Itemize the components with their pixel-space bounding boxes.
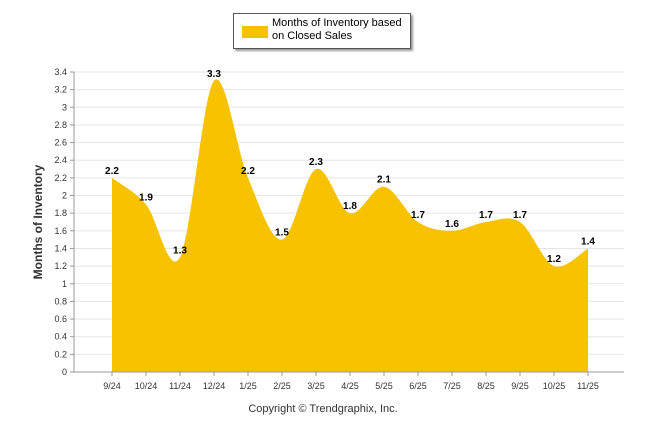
- y-tick-label: 1.4: [54, 243, 67, 253]
- x-tick-label: 9/24: [103, 381, 121, 391]
- data-label: 1.7: [479, 210, 493, 221]
- x-tick-label: 4/25: [341, 381, 359, 391]
- x-tick-label: 5/25: [375, 381, 393, 391]
- x-tick-label: 7/25: [443, 381, 461, 391]
- y-tick-label: 0: [62, 367, 67, 377]
- data-label: 2.1: [377, 175, 391, 186]
- data-label: 1.8: [343, 201, 357, 212]
- y-tick-label: 2: [62, 191, 67, 201]
- data-label: 3.3: [207, 69, 221, 80]
- y-tick-label: 1.6: [54, 226, 67, 236]
- y-tick-label: 1.8: [54, 208, 67, 218]
- data-label: 1.5: [275, 228, 289, 239]
- data-label: 2.2: [241, 166, 255, 177]
- y-tick-label: 0.6: [54, 314, 67, 324]
- inventory-area: [112, 79, 588, 372]
- data-label: 1.2: [547, 254, 561, 265]
- x-tick-label: 9/25: [511, 381, 529, 391]
- x-tick-label: 2/25: [273, 381, 291, 391]
- y-tick-label: 0.4: [54, 332, 67, 342]
- legend-label: Months of Inventory based on Closed Sale…: [272, 17, 408, 43]
- x-tick-label: 8/25: [477, 381, 495, 391]
- x-tick-label: 10/25: [543, 381, 566, 391]
- legend-label-line1: Months of Inventory based: [272, 17, 402, 29]
- y-tick-label: 1.2: [54, 261, 67, 271]
- data-label: 2.2: [105, 166, 119, 177]
- legend-label-line2: on Closed Sales: [272, 30, 353, 42]
- y-tick-label: 0.8: [54, 296, 67, 306]
- y-tick-label: 3.4: [54, 67, 67, 77]
- x-tick-label: 11/25: [577, 381, 599, 391]
- y-tick-label: 2.8: [54, 120, 67, 130]
- x-tick-label: 6/25: [409, 381, 427, 391]
- data-label: 1.3: [173, 245, 187, 256]
- x-tick-label: 10/24: [135, 381, 158, 391]
- copyright-footer: Copyright © Trendgraphix, Inc.: [248, 403, 398, 415]
- data-label: 1.9: [139, 192, 153, 203]
- legend-swatch: [242, 26, 268, 38]
- x-tick-label: 3/25: [307, 381, 325, 391]
- data-labels: 2.2 1.9 1.3 3.3 2.2 1.5 2.3 1.8 2.1 1.7 1.6 1.7 1.7 1…: [105, 69, 595, 265]
- y-tick-label: 3: [62, 102, 67, 112]
- data-label: 2.3: [309, 157, 323, 168]
- data-label: 1.7: [513, 210, 527, 221]
- x-tick-label: 11/24: [169, 381, 191, 391]
- legend: Months of Inventory based on Closed Sale…: [233, 13, 411, 49]
- y-axis-ticks: 0 0.2 0.4 0.6 0.8 1 1.2 1.4 1.6 1.8 2 2.2 2.4 2.6 2.8 3…: [54, 67, 74, 377]
- y-tick-label: 2.2: [54, 173, 67, 183]
- y-tick-label: 2.6: [54, 138, 67, 148]
- y-tick-label: 3.2: [54, 85, 67, 95]
- data-label: 1.7: [411, 210, 425, 221]
- y-axis-title: Months of Inventory: [31, 164, 45, 279]
- data-label: 1.6: [445, 219, 459, 230]
- data-label: 1.4: [581, 236, 595, 247]
- x-tick-label: 1/25: [239, 381, 257, 391]
- y-tick-label: 2.4: [54, 155, 67, 165]
- x-tick-label: 12/24: [203, 381, 226, 391]
- x-axis-ticks: 9/24 10/24 11/24 12/24 1/25 2/25 3/25 4/25 5/25 6…: [103, 372, 599, 391]
- y-tick-label: 0.2: [54, 349, 67, 359]
- y-tick-label: 1: [62, 279, 67, 289]
